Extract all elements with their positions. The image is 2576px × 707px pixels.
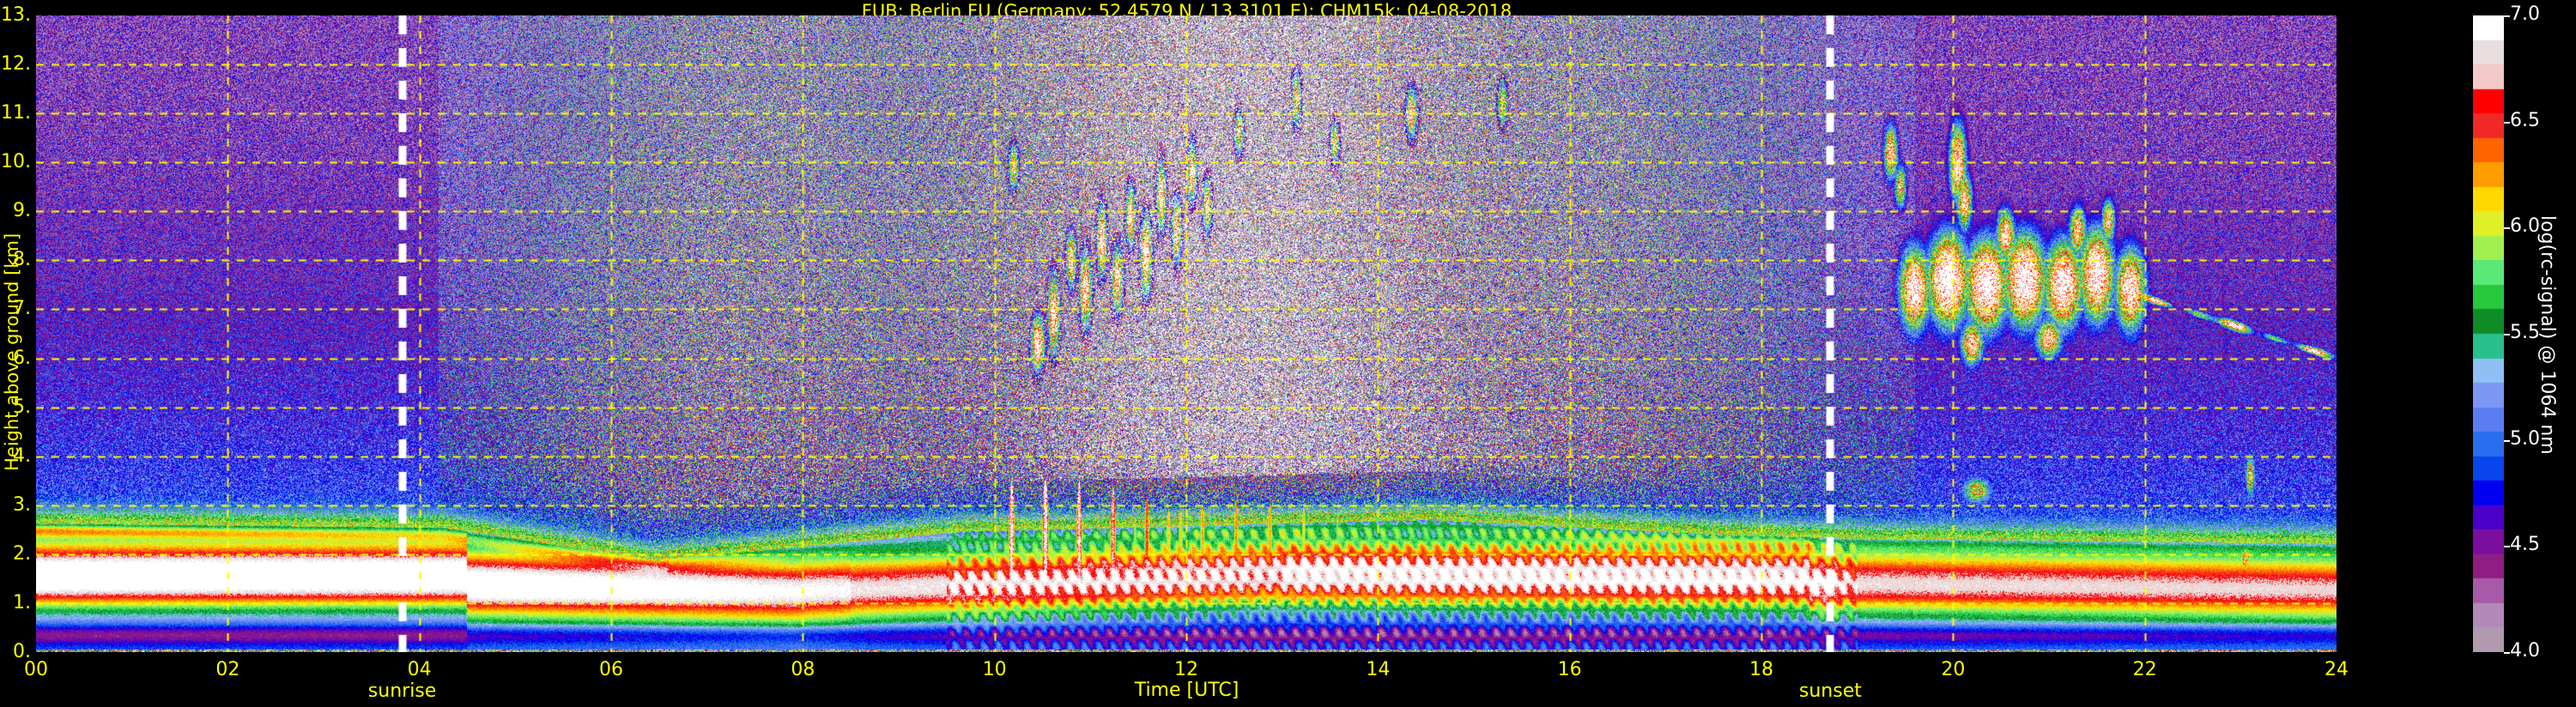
sunrise-label: sunrise <box>367 680 437 702</box>
x-tick-16: 16 <box>1557 659 1582 680</box>
colorbar-tickmark-7.0 <box>2504 15 2510 17</box>
colorbar-tickmark-5.5 <box>2504 334 2510 335</box>
sunset-label: sunset <box>1798 680 1862 702</box>
x-tick-22: 22 <box>2132 659 2157 680</box>
x-tick-6: 06 <box>599 659 623 680</box>
x-tick-14: 14 <box>1366 659 1391 680</box>
x-tick-10: 10 <box>982 659 1007 680</box>
colorbar-tick-6.5: 6.5 <box>2510 109 2540 131</box>
backscatter-heatmap <box>36 15 2337 652</box>
y-tick-12: 12. <box>1 53 31 76</box>
colorbar-tickmark-6.5 <box>2504 121 2510 124</box>
colorbar-tick-4.0: 4.0 <box>2510 640 2540 662</box>
y-tick-3: 3. <box>13 493 31 516</box>
colorbar-tickmark-4.5 <box>2504 546 2510 548</box>
colorbar-tick-5.0: 5.0 <box>2510 427 2540 450</box>
x-axis-label: Time [UTC] <box>1134 680 1240 701</box>
y-tick-13: 13. <box>1 4 31 26</box>
y-tick-6: 6. <box>13 347 31 369</box>
colorbar-tick-4.5: 4.5 <box>2510 534 2540 556</box>
x-tick-20: 20 <box>1941 659 1966 680</box>
y-tick-7: 7. <box>13 298 31 320</box>
x-tick-18: 18 <box>1749 659 1773 680</box>
colorbar-tick-7.0: 7.0 <box>2510 3 2540 25</box>
x-tick-4: 04 <box>407 659 432 680</box>
y-tick-11: 11. <box>1 102 31 124</box>
colorbar-tickmark-4.0 <box>2504 652 2510 654</box>
x-tick-2: 02 <box>215 659 240 680</box>
y-tick-9: 9. <box>13 200 31 222</box>
colorbar-tickmark-6.0 <box>2504 227 2510 230</box>
x-tick-8: 08 <box>791 659 815 680</box>
colorbar-tick-6.0: 6.0 <box>2510 215 2540 238</box>
y-tick-10: 10. <box>1 151 31 173</box>
colorbar-tick-5.5: 5.5 <box>2510 322 2540 343</box>
y-tick-1: 1. <box>13 591 31 613</box>
colorbar-label: log(rc-signal) @ 1064 nm <box>2537 215 2558 455</box>
x-tick-24: 24 <box>2324 659 2349 680</box>
y-tick-8: 8. <box>13 249 31 271</box>
x-tick-0: 00 <box>24 659 48 680</box>
y-tick-0: 0. <box>13 641 31 662</box>
y-tick-4: 4. <box>13 444 31 467</box>
y-tick-5: 5. <box>13 396 31 418</box>
colorbar-gradient <box>2473 15 2504 652</box>
x-tick-12: 12 <box>1174 659 1198 680</box>
colorbar-tickmark-5.0 <box>2504 439 2510 442</box>
y-tick-2: 2. <box>13 542 31 565</box>
